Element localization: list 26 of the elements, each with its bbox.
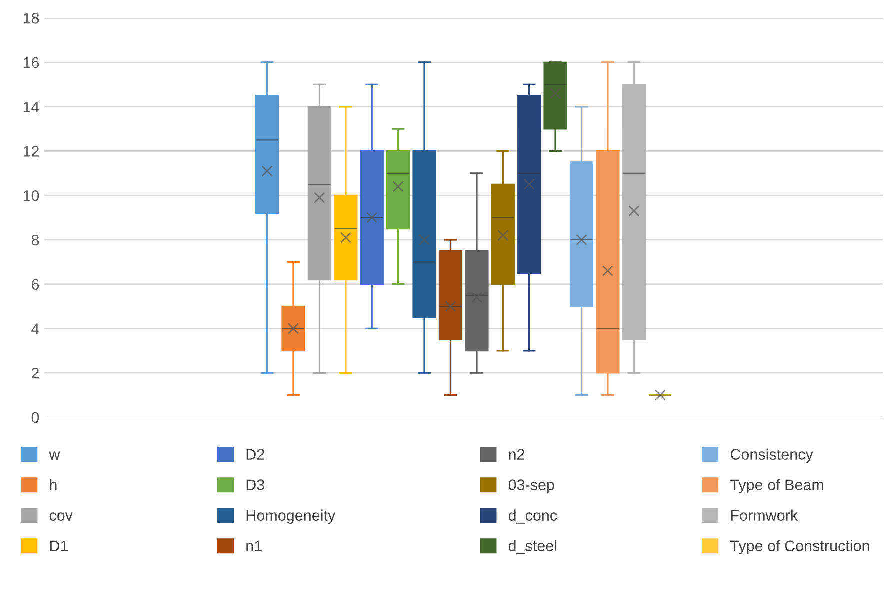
legend-label: D2: [246, 449, 264, 460]
legend-label: d_steel: [508, 540, 557, 554]
legend-label: Homogeneity: [246, 510, 336, 524]
y-tick-label: 10: [24, 190, 40, 202]
legend-label: D1: [50, 540, 68, 552]
y-tick-label: 4: [32, 324, 40, 334]
y-tick-label: 12: [24, 146, 39, 157]
y-tick-label: 18: [24, 13, 40, 24]
y-tick-label: 16: [24, 57, 40, 68]
legend-label: 03-sep: [508, 480, 554, 494]
y-tick-label: 8: [32, 234, 40, 246]
legend-label: d_conc: [508, 510, 558, 524]
legend-label: cov: [50, 512, 73, 522]
legend-label: Formwork: [731, 510, 798, 522]
y-tick-label: 2: [32, 368, 39, 379]
y-tick-label: 6: [32, 279, 40, 290]
y-tick-label: 0: [32, 412, 40, 424]
legend-label: n1: [246, 540, 262, 552]
legend-label: D3: [246, 480, 264, 490]
y-tick-label: 14: [24, 102, 40, 112]
legend-label: n2: [509, 449, 524, 460]
legend-label: Type of Beam: [730, 479, 824, 494]
legend-label: w: [49, 452, 60, 460]
legend-label: Type of Construction: [730, 540, 870, 555]
legend-label: Consistency: [730, 448, 814, 463]
legend-label: h: [50, 479, 57, 490]
